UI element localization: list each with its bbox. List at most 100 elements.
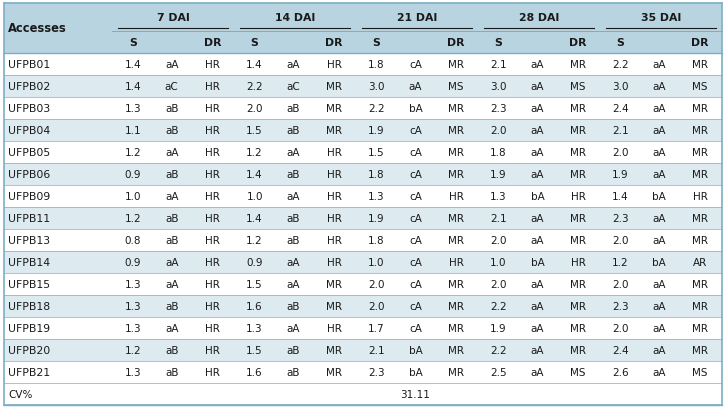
Text: bA: bA bbox=[409, 367, 423, 377]
Text: MS: MS bbox=[571, 367, 586, 377]
Text: 2.0: 2.0 bbox=[490, 126, 507, 136]
Text: aA: aA bbox=[165, 257, 179, 267]
Text: MR: MR bbox=[692, 301, 708, 311]
Text: MR: MR bbox=[326, 345, 342, 355]
Text: HR: HR bbox=[205, 236, 220, 245]
Bar bbox=[4, 317, 722, 339]
Text: aA: aA bbox=[531, 236, 544, 245]
Text: S: S bbox=[129, 38, 136, 48]
Text: aA: aA bbox=[653, 104, 666, 114]
Text: 2.0: 2.0 bbox=[612, 279, 629, 289]
Text: aA: aA bbox=[653, 82, 666, 92]
Text: 1.4: 1.4 bbox=[124, 60, 141, 70]
Text: cA: cA bbox=[409, 170, 422, 180]
Text: AR: AR bbox=[693, 257, 707, 267]
Text: UFPB13: UFPB13 bbox=[8, 236, 50, 245]
Text: 1.6: 1.6 bbox=[246, 301, 263, 311]
Text: cA: cA bbox=[409, 60, 422, 70]
Text: aA: aA bbox=[653, 323, 666, 333]
Text: 2.5: 2.5 bbox=[490, 367, 507, 377]
Text: aA: aA bbox=[531, 148, 544, 157]
Text: 1.3: 1.3 bbox=[490, 191, 507, 202]
Text: HR: HR bbox=[205, 345, 220, 355]
Text: MR: MR bbox=[448, 104, 464, 114]
Text: MR: MR bbox=[692, 236, 708, 245]
Text: MR: MR bbox=[448, 345, 464, 355]
Text: aA: aA bbox=[653, 60, 666, 70]
Text: 1.1: 1.1 bbox=[124, 126, 141, 136]
Text: UFPB04: UFPB04 bbox=[8, 126, 50, 136]
Text: 1.3: 1.3 bbox=[368, 191, 385, 202]
Text: MR: MR bbox=[326, 301, 342, 311]
Text: aB: aB bbox=[165, 170, 179, 180]
Text: aA: aA bbox=[287, 148, 301, 157]
Text: DR: DR bbox=[203, 38, 221, 48]
Text: 1.8: 1.8 bbox=[368, 236, 385, 245]
Text: 1.2: 1.2 bbox=[246, 236, 263, 245]
Text: MR: MR bbox=[692, 345, 708, 355]
Text: MR: MR bbox=[692, 104, 708, 114]
Text: aA: aA bbox=[531, 213, 544, 223]
Text: MR: MR bbox=[570, 323, 586, 333]
Bar bbox=[4, 186, 722, 207]
Text: UFPB21: UFPB21 bbox=[8, 367, 50, 377]
Text: HR: HR bbox=[205, 279, 220, 289]
Text: 1.3: 1.3 bbox=[246, 323, 263, 333]
Text: aB: aB bbox=[287, 126, 301, 136]
Bar bbox=[4, 32, 722, 54]
Text: 1.9: 1.9 bbox=[368, 213, 385, 223]
Text: MR: MR bbox=[570, 170, 586, 180]
Text: HR: HR bbox=[205, 126, 220, 136]
Text: 1.3: 1.3 bbox=[124, 323, 141, 333]
Text: aA: aA bbox=[409, 82, 423, 92]
Text: bA: bA bbox=[531, 257, 544, 267]
Text: 1.3: 1.3 bbox=[124, 367, 141, 377]
Text: 1.4: 1.4 bbox=[246, 213, 263, 223]
Text: S: S bbox=[372, 38, 380, 48]
Text: aA: aA bbox=[531, 126, 544, 136]
Bar bbox=[4, 142, 722, 164]
Text: HR: HR bbox=[327, 148, 342, 157]
Text: MR: MR bbox=[570, 345, 586, 355]
Text: 1.0: 1.0 bbox=[490, 257, 507, 267]
Text: 2.3: 2.3 bbox=[612, 301, 629, 311]
Text: CV%: CV% bbox=[8, 389, 33, 399]
Text: aA: aA bbox=[165, 60, 179, 70]
Text: cA: cA bbox=[409, 191, 422, 202]
Text: HR: HR bbox=[327, 257, 342, 267]
Text: MS: MS bbox=[692, 82, 708, 92]
Text: 1.2: 1.2 bbox=[124, 345, 141, 355]
Text: 2.0: 2.0 bbox=[368, 279, 385, 289]
Text: MR: MR bbox=[570, 236, 586, 245]
Text: MR: MR bbox=[448, 367, 464, 377]
Text: HR: HR bbox=[205, 104, 220, 114]
Text: 2.0: 2.0 bbox=[490, 279, 507, 289]
Text: 2.3: 2.3 bbox=[368, 367, 385, 377]
Text: UFPB19: UFPB19 bbox=[8, 323, 50, 333]
Text: cA: cA bbox=[409, 213, 422, 223]
Text: MR: MR bbox=[448, 323, 464, 333]
Text: UFPB15: UFPB15 bbox=[8, 279, 50, 289]
Text: UFPB02: UFPB02 bbox=[8, 82, 50, 92]
Text: MS: MS bbox=[449, 82, 464, 92]
Text: 2.0: 2.0 bbox=[246, 104, 263, 114]
Text: 1.0: 1.0 bbox=[124, 191, 141, 202]
Text: aA: aA bbox=[531, 170, 544, 180]
Text: 2.0: 2.0 bbox=[612, 323, 629, 333]
Text: MR: MR bbox=[570, 148, 586, 157]
Text: aA: aA bbox=[287, 60, 301, 70]
Bar bbox=[4, 252, 722, 273]
Text: 1.9: 1.9 bbox=[368, 126, 385, 136]
Text: HR: HR bbox=[205, 323, 220, 333]
Text: aB: aB bbox=[287, 104, 301, 114]
Text: HR: HR bbox=[693, 191, 707, 202]
Text: aA: aA bbox=[165, 148, 179, 157]
Text: HR: HR bbox=[327, 213, 342, 223]
Bar bbox=[4, 76, 722, 98]
Text: 1.9: 1.9 bbox=[490, 323, 507, 333]
Text: HR: HR bbox=[327, 170, 342, 180]
Text: DR: DR bbox=[447, 38, 465, 48]
Text: 1.4: 1.4 bbox=[246, 170, 263, 180]
Text: aA: aA bbox=[531, 82, 544, 92]
Text: aA: aA bbox=[653, 213, 666, 223]
